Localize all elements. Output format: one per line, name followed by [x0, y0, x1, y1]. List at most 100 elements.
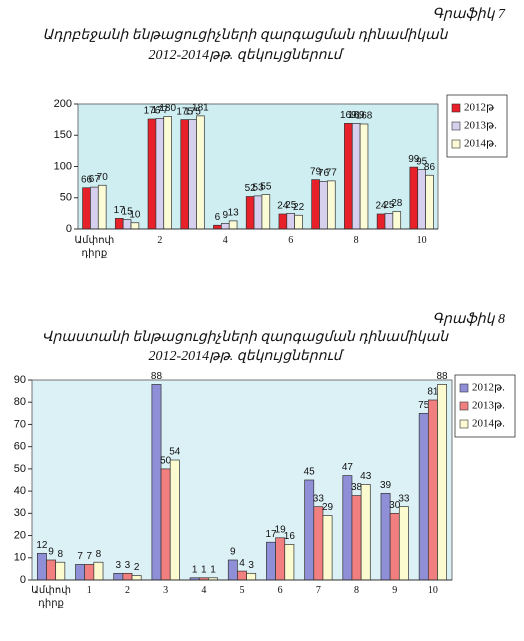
bar [237, 570, 247, 581]
legend-swatch [451, 139, 461, 149]
x-tick-label: 7 [315, 585, 321, 596]
bar [97, 184, 107, 230]
value-label: 168 [356, 111, 373, 122]
value-label: 175 [176, 106, 193, 117]
value-label: 2 [134, 562, 140, 573]
legend-swatch [451, 103, 461, 113]
x-tick-label: 8 [353, 235, 359, 246]
x-tick-label: 4 [222, 235, 228, 246]
bar [322, 515, 333, 581]
value-label: 3 [248, 560, 254, 571]
y-tick-label: 150 [54, 129, 72, 141]
chart-subtitle: 2012-2014թթ. զեկույցներում [148, 48, 344, 63]
bar [359, 123, 369, 230]
x-tick-label-box: 3 [163, 585, 168, 596]
value-label: 17 [114, 205, 126, 216]
x-tick-label: 4 [201, 585, 207, 596]
bar [266, 541, 276, 581]
bar [278, 213, 288, 230]
x-tick-label-box: 10 [417, 235, 427, 246]
chart-title: Վրաստանի ենթացուցիչների զարգացման դինամի… [42, 330, 449, 345]
bar [169, 459, 180, 581]
bar [155, 118, 165, 230]
bar [286, 213, 296, 230]
legend-label: 2014թ. [464, 138, 497, 150]
bar [427, 399, 438, 581]
x-tick-label-box: 7 [315, 585, 321, 596]
x-tick-label-box: 1 [87, 585, 92, 596]
bar [389, 512, 400, 581]
value-label: 43 [360, 471, 372, 482]
value-label: 79 [310, 166, 322, 177]
x-tick-label: 8 [354, 585, 360, 596]
bar [122, 219, 132, 230]
value-label: 53 [252, 183, 264, 194]
value-label: 29 [322, 502, 334, 513]
bar [114, 218, 124, 230]
value-label: 25 [285, 200, 297, 211]
bar [227, 559, 238, 581]
y-tick-label: 0 [20, 574, 26, 586]
x-tick-label-box: 9 [392, 585, 398, 596]
value-label: 169 [340, 110, 357, 121]
value-label: 54 [169, 447, 181, 458]
legend-label: 2013թ. [472, 400, 505, 412]
bar [351, 123, 361, 230]
value-label: 55 [260, 181, 272, 192]
value-label: 8 [96, 549, 102, 560]
x-tick-label: 2 [157, 235, 163, 246]
bar [294, 214, 303, 230]
legend-swatch [459, 401, 469, 411]
bar [131, 575, 142, 581]
bar [344, 123, 353, 230]
value-label: 15 [122, 206, 134, 217]
bar [275, 537, 286, 581]
x-tick-label-box: Ամփոփ դիրք [74, 235, 114, 259]
value-label: 30 [389, 500, 401, 511]
y-tick-label: 0 [66, 223, 72, 235]
x-tick-label: 9 [392, 585, 398, 596]
value-label: 47 [342, 462, 354, 473]
bar [220, 223, 230, 230]
chart-title: Ադրբեջանի ենթացուցիչների զարգացման դինամ… [42, 28, 448, 43]
value-label: 24 [375, 201, 387, 212]
bar [160, 468, 171, 581]
bar [46, 559, 57, 581]
bar [36, 552, 47, 581]
figure-label: Գրաֆիկ 7 [432, 7, 506, 22]
x-tick-label: 10 [427, 585, 438, 596]
legend-label: 2014թ. [472, 418, 505, 430]
value-label: 22 [293, 202, 305, 213]
y-tick-label: 70 [14, 418, 26, 430]
value-label: 6 [215, 212, 221, 223]
x-tick-label-box: Ամփոփ դիրք [31, 585, 71, 609]
value-label: 177 [151, 105, 168, 116]
value-label: 7 [77, 551, 83, 562]
y-tick-label: 50 [60, 192, 72, 204]
bar [311, 179, 320, 230]
value-label: 76 [318, 168, 330, 179]
value-label: 180 [159, 103, 176, 114]
value-label: 4 [239, 558, 245, 569]
bar [113, 572, 124, 581]
value-label: 45 [304, 467, 316, 478]
bar [228, 220, 238, 230]
bar [376, 213, 386, 230]
legend-swatch [459, 419, 469, 429]
value-label: 3 [116, 560, 122, 571]
value-label: 19 [275, 524, 287, 535]
value-label: 176 [144, 106, 161, 117]
x-tick-label-box: 8 [354, 585, 360, 596]
y-tick-label: 100 [54, 160, 72, 172]
value-label: 1 [192, 564, 198, 575]
legend-label: 2012թ. [472, 382, 505, 394]
bar [163, 116, 172, 230]
bar [327, 180, 336, 230]
bar [122, 572, 133, 581]
x-tick-label-box: 2 [125, 585, 130, 596]
value-label: 169 [348, 110, 365, 121]
y-tick-label: 40 [14, 485, 26, 497]
x-tick-label-box: 10 [427, 585, 438, 596]
value-label: 16 [284, 531, 296, 542]
bar [93, 561, 104, 581]
